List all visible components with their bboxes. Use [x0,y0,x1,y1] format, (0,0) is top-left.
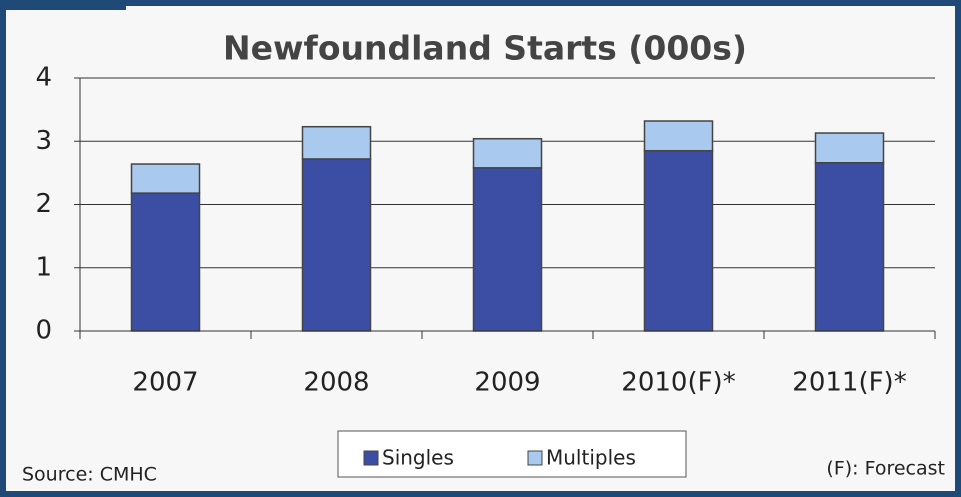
chart-title: Newfoundland Starts (000s) [223,29,747,68]
bar [814,162,885,332]
bar [814,132,885,164]
y-tick-label: 3 [35,126,52,156]
bar [301,125,372,160]
y-tick-label: 2 [35,189,52,219]
legend-swatch [363,450,379,466]
x-tick-label: 2009 [474,368,540,398]
note: (F): Forecast [826,458,945,480]
tab [0,0,126,10]
bar [472,137,543,169]
legend [337,430,687,478]
bar [472,167,543,332]
legend-label: Singles [382,446,454,470]
x-tick-label: 2008 [303,368,369,398]
source: Source: CMHC [22,464,157,486]
bar [301,158,372,332]
bar [643,120,714,152]
x-tick-label: 2007 [132,368,198,398]
y-tick-label: 0 [35,316,52,346]
x-tick-label: 2010(F)* [621,368,735,398]
bar [130,163,201,194]
bar [643,149,714,332]
legend-swatch [527,450,543,466]
y-tick-label: 4 [35,63,52,93]
y-tick-label: 1 [35,252,52,282]
bar [130,192,201,332]
x-tick-label: 2011(F)* [792,368,906,398]
legend-label: Multiples [546,446,636,470]
